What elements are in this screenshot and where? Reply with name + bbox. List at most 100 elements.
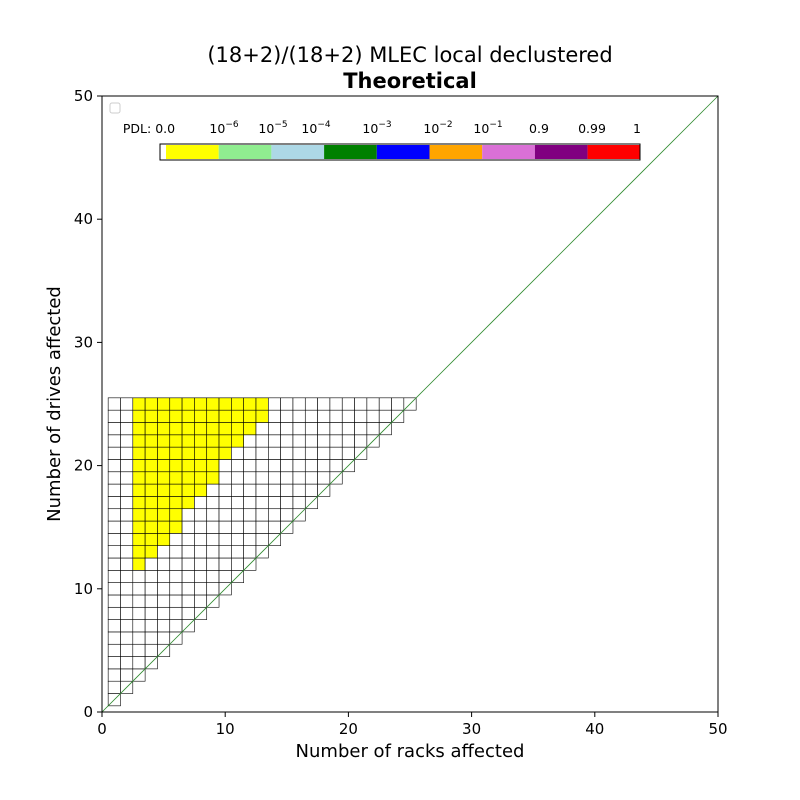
pdl-cell-empty [329,434,343,448]
pdl-cell-empty [181,594,195,608]
pdl-cell-yellow [218,409,232,423]
pdl-cell-empty [194,508,208,522]
legend-swatch [534,145,588,159]
pdl-cell-empty [107,422,121,436]
pdl-cell-empty [268,397,281,411]
pdl-cell-yellow [181,459,195,473]
pdl-cell-yellow [194,483,208,497]
pdl-cell-yellow [157,409,171,423]
legend-swatches [166,145,641,159]
pdl-cell-empty [268,496,281,510]
pdl-cell-empty [157,545,171,559]
pdl-cell-empty [304,471,318,485]
pdl-cell-empty [292,483,306,497]
pdl-cell-empty [107,570,121,583]
pdl-legend: PDL: 0.0 10−6 10−5 10−4 10−3 10−2 10−1 0.9 0.99 1 [109,102,641,161]
pdl-cell-empty [132,631,146,645]
legend-label: 10−6 [209,120,238,136]
pdl-cell-empty [255,422,269,436]
pdl-cell-empty [120,631,134,645]
pdl-cell-empty [243,496,257,510]
pdl-cell-empty [280,471,294,485]
pdl-cell-empty [280,409,294,423]
pdl-cell-yellow [169,471,183,485]
pdl-cell-empty [181,557,195,571]
pdl-cell-empty [144,619,158,633]
pdl-cell-yellow [132,533,146,546]
pdl-cell-empty [157,631,171,645]
pdl-cell-yellow [231,409,244,423]
pdl-cell-yellow [181,483,195,497]
pdl-cell-empty [169,545,183,559]
pdl-cell-empty [120,545,134,559]
pdl-cell-yellow [169,483,183,497]
legend-swatch [429,145,483,159]
pdl-cell-empty [317,409,331,423]
pdl-cell-empty [341,422,355,436]
pdl-cell-empty [218,483,232,497]
y-tick-label: 50 [74,87,93,105]
pdl-cell-empty [107,459,121,473]
pdl-cell-empty [341,409,355,423]
pdl-cell-yellow [157,533,171,546]
diagonal-line [101,95,719,713]
pdl-cell-empty [194,557,208,571]
pdl-cell-empty [255,520,269,534]
pdl-cell-yellow [243,397,257,411]
pdl-cell-empty [107,631,121,645]
pdl-cell-yellow [157,422,171,436]
y-axis-ticks: 0 10 20 30 40 50 [74,87,102,721]
pdl-cell-empty [280,459,294,473]
pdl-cell-empty [255,434,269,448]
pdl-cell-empty [120,582,134,596]
pdl-cell-yellow [181,446,195,460]
pdl-cell-yellow [144,409,158,423]
pdl-cell-empty [268,483,281,497]
pdl-cell-empty [231,446,244,460]
pdl-cell-yellow [144,434,158,448]
y-tick-label: 10 [74,580,93,598]
pdl-cell-empty [218,533,232,546]
legend-label: 0.99 [578,121,606,136]
pdl-cell-empty [120,520,134,534]
pdl-cell-empty [292,422,306,436]
legend-swatch [376,145,430,159]
legend-swatch [587,145,641,159]
pdl-cell-empty [391,397,405,411]
legend-label: 1 [633,121,641,136]
legend-swatch [324,145,377,159]
pdl-cell-empty [194,570,208,583]
pdl-cell-yellow [144,520,158,534]
pdl-cell-empty [194,520,208,534]
pdl-cell-empty [317,422,331,436]
pdl-cell-empty [169,570,183,583]
pdl-cell-empty [280,446,294,460]
pdl-cell-empty [120,606,134,620]
pdl-cell-empty [144,606,158,620]
pdl-cell-yellow [181,496,195,510]
pdl-cell-empty [292,471,306,485]
pdl-cell-yellow [157,483,171,497]
pdl-cell-empty [157,557,171,571]
pdl-cell-empty [378,397,392,411]
legend-swatch [271,145,325,159]
pdl-cell-empty [181,508,195,522]
pdl-cell-yellow [206,471,220,485]
pdl-cell-yellow [132,422,146,436]
pdl-cell-yellow [144,471,158,485]
pdl-cell-empty [280,434,294,448]
pdl-cell-yellow [218,434,232,448]
pdl-cell-empty [206,582,220,596]
pdl-cell-empty [317,459,331,473]
pdl-cell-empty [280,397,294,411]
pdl-cell-yellow [132,496,146,510]
pdl-cell-empty [292,397,306,411]
pdl-cell-empty [206,570,220,583]
pdl-cell-empty [255,483,269,497]
pdl-cell-empty [231,459,244,473]
pdl-cell-yellow [169,397,183,411]
pdl-cell-yellow [144,496,158,510]
pdl-cell-empty [268,434,281,448]
pdl-cell-empty [120,619,134,633]
pdl-cell-empty [231,545,244,559]
